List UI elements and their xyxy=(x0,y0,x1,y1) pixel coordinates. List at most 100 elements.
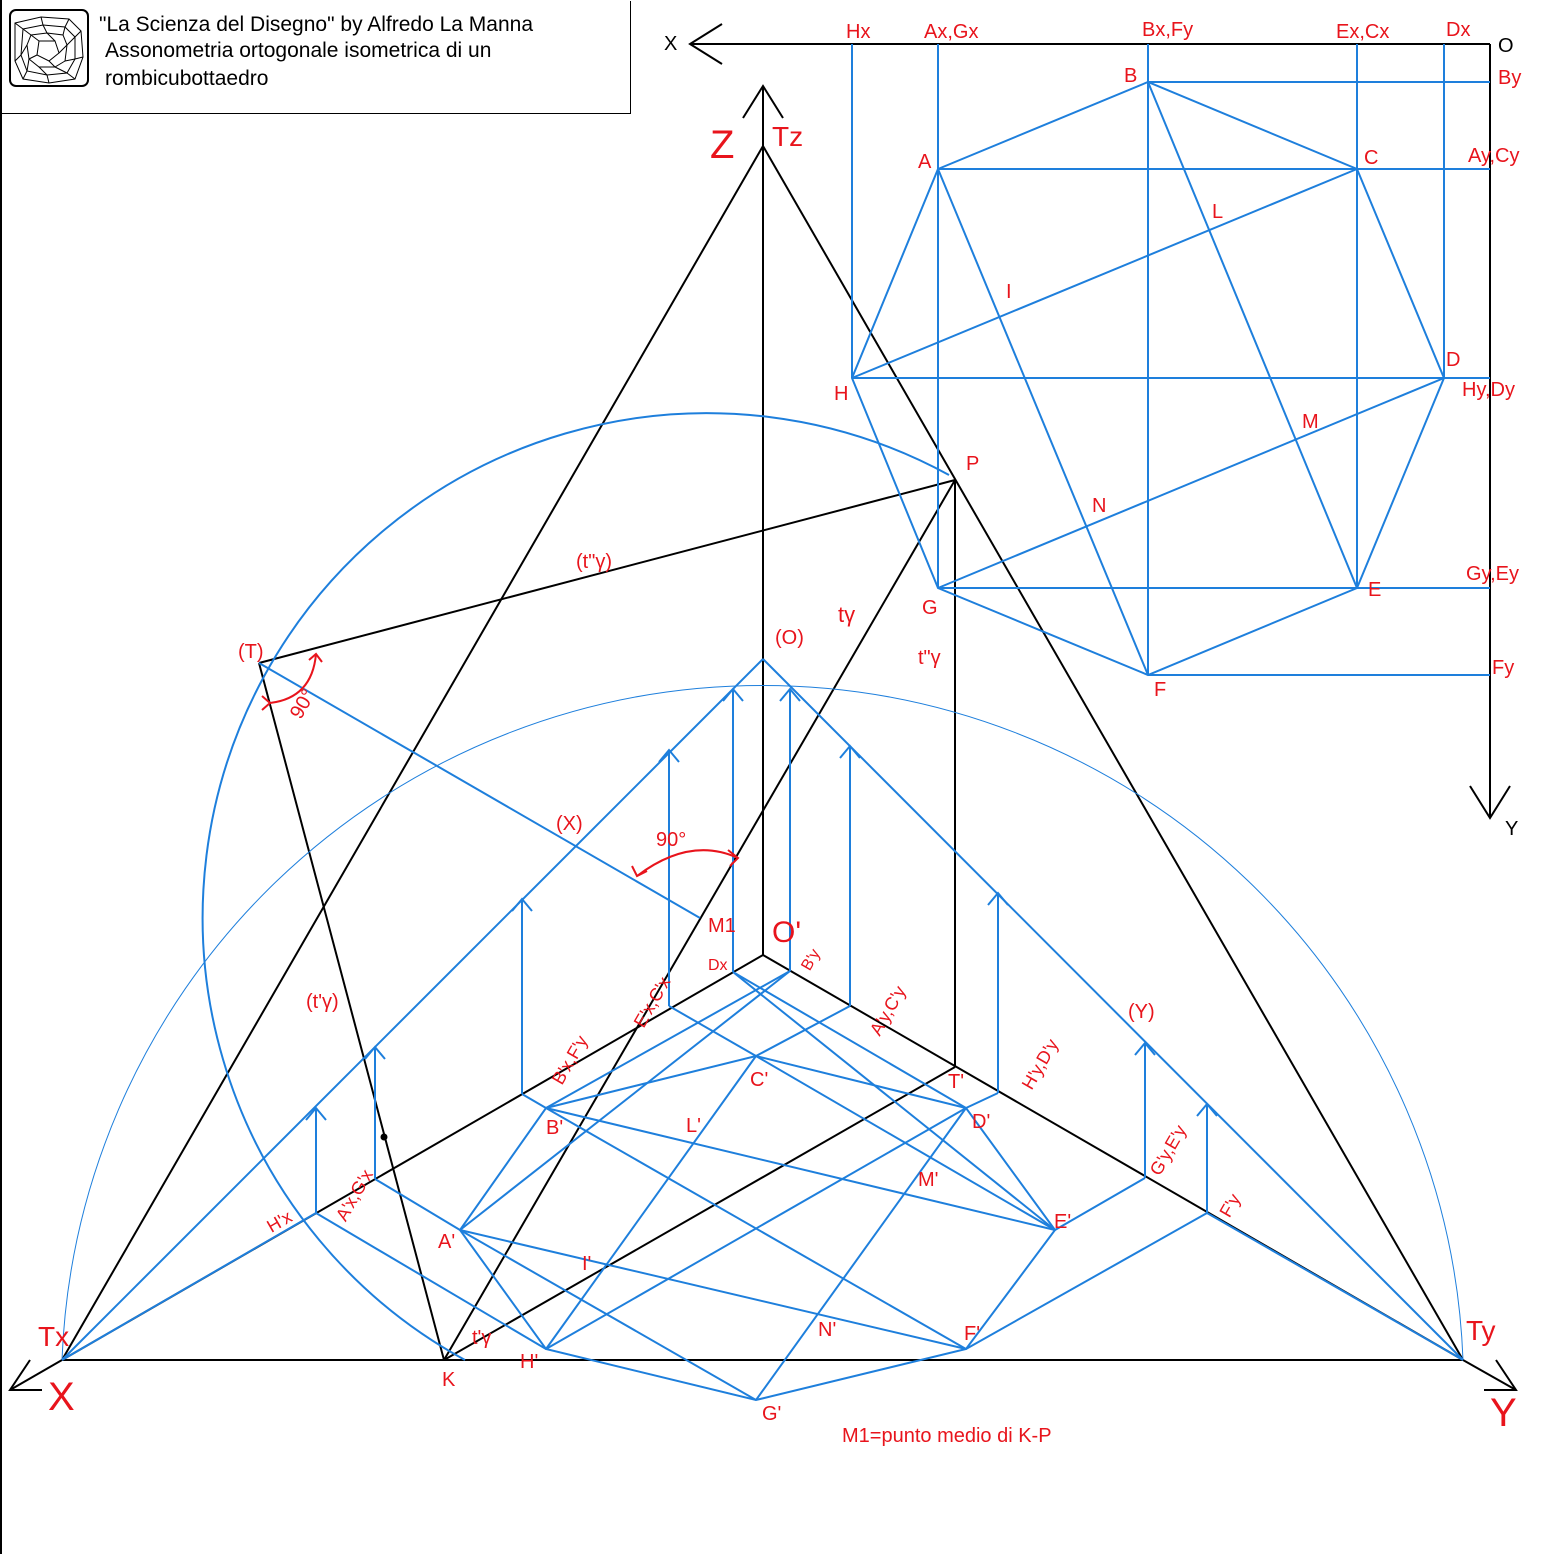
labels-black: X O Y xyxy=(664,33,1518,840)
axono-y-gyey: G'y,E'y xyxy=(1146,1122,1191,1179)
angle-markers xyxy=(261,652,740,878)
plan-col-excx: Ex,Cx xyxy=(1336,21,1389,43)
axono-diagonals xyxy=(459,1055,1056,1401)
point-dot xyxy=(380,1133,388,1141)
plan-vertex-H: H xyxy=(834,383,848,405)
label-t-gamma: tγ xyxy=(838,602,855,627)
plan-row-hydy: Hy,Dy xyxy=(1462,379,1515,401)
label-T: (T) xyxy=(238,641,264,663)
line-K-T-prime xyxy=(443,1066,956,1361)
label-T-prime: T' xyxy=(948,1071,964,1093)
plan-vertex-B: B xyxy=(1124,65,1137,87)
plan-col-hx: Hx xyxy=(846,21,870,43)
label-t1-gamma-paren: (t'γ) xyxy=(306,991,339,1013)
axono-y-aycy: A'y,C'y xyxy=(866,982,910,1038)
plan-mid-N: N xyxy=(1092,495,1106,517)
axono-mid-I: I' xyxy=(582,1253,591,1275)
axono-vertex-D: D' xyxy=(972,1111,990,1133)
plan-col-axgx: Ax,Gx xyxy=(924,21,978,43)
blue-geometry xyxy=(61,44,1490,1402)
axono-mid-N: N' xyxy=(818,1319,836,1341)
axis-x-arrow xyxy=(8,1359,42,1391)
trace-ty-tz xyxy=(762,145,1464,1361)
trace-tx-tz xyxy=(61,145,764,1361)
plan-vertex-D: D xyxy=(1446,349,1460,371)
label-paren-Y: (Y) xyxy=(1128,1001,1155,1023)
projection-lines xyxy=(61,689,1464,1361)
axono-x-excx: E'x,C'x xyxy=(630,973,675,1031)
axis-z-arrow xyxy=(742,84,784,119)
label-P: P xyxy=(966,453,979,475)
label-Z: Z xyxy=(710,123,734,167)
axono-vertex-C: C' xyxy=(750,1069,768,1091)
arrow-ticks xyxy=(305,687,1218,1121)
plan-mid-M: M xyxy=(1302,411,1319,433)
axono-x-hx: H'x xyxy=(263,1207,295,1237)
axis-x-ext xyxy=(9,1359,63,1391)
axono-vertex-E: E' xyxy=(1054,1211,1071,1233)
plan-x-label: X xyxy=(664,33,677,55)
angle-arc-M1 xyxy=(636,849,739,877)
plan-axis-x-arrow xyxy=(688,23,723,65)
arc-circle-T xyxy=(201,412,950,1361)
plan-vertex-A: A xyxy=(918,151,932,173)
axono-mid-M: M' xyxy=(918,1169,938,1191)
plan-y-label: Y xyxy=(1505,818,1518,840)
plan-col-dx: Dx xyxy=(1446,19,1470,41)
line-T-P xyxy=(258,479,956,664)
label-O-prime: O' xyxy=(772,916,801,949)
line-T-K xyxy=(258,662,445,1361)
label-t2-gamma-paren: (t"γ) xyxy=(576,551,612,573)
label-Tz: Tz xyxy=(772,121,803,152)
line-K-P xyxy=(443,479,956,1361)
label-angle-M1: 90° xyxy=(656,829,686,851)
axono-mid-L: L' xyxy=(686,1115,701,1137)
axono-y-by: B'y xyxy=(798,946,824,973)
axis-y-ext xyxy=(1462,1359,1517,1391)
label-angle-T: 90° xyxy=(286,686,320,723)
label-M1: M1 xyxy=(708,915,736,937)
plan-row-by: By xyxy=(1498,67,1521,89)
title-line-3: rombicubottaedro xyxy=(105,67,269,90)
title-line-2: Assonometria ortogonale isometrica di un xyxy=(105,39,492,62)
axono-vertex-B: B' xyxy=(546,1117,563,1139)
axono-dx: Dx xyxy=(708,957,728,974)
line-T-M1 xyxy=(258,662,701,919)
plan-vertex-C: C xyxy=(1364,147,1378,169)
label-X: X xyxy=(48,1375,75,1419)
rabatted-x-axis xyxy=(61,658,764,1361)
axono-x-bxfy: B'x,F'y xyxy=(548,1032,592,1088)
axono-vertex-F: F' xyxy=(964,1323,980,1345)
label-paren-O: (O) xyxy=(775,627,804,649)
axono-x-axgx: A'x,G'x xyxy=(332,1166,377,1224)
plan-o-label: O xyxy=(1498,35,1514,57)
axono-y-hydy: H'y,D'y xyxy=(1018,1036,1063,1093)
label-K: K xyxy=(442,1369,456,1391)
plan-row-gyey: Gy,Ey xyxy=(1466,563,1519,585)
plan-axis-y-arrow xyxy=(1469,785,1511,820)
plan-vertex-E: E xyxy=(1368,579,1381,601)
title-block: "La Scienza del Disegno" by Alfredo La M… xyxy=(1,1,631,114)
rabatted-y-axis xyxy=(762,658,1464,1361)
plan-mid-L: L xyxy=(1212,201,1223,223)
label-paren-X: (X) xyxy=(556,813,583,835)
note-m1: M1=punto medio di K-P xyxy=(842,1425,1052,1447)
label-t2-gamma: t"γ xyxy=(918,647,941,669)
label-t1-gamma: t'γ xyxy=(472,1327,491,1349)
label-Ty: Ty xyxy=(1466,1315,1496,1346)
plan-vertex-F: F xyxy=(1154,679,1166,701)
axis-y-arrow xyxy=(1484,1359,1518,1391)
polyhedron-logo-icon xyxy=(9,9,89,87)
axono-vertex-A: A' xyxy=(438,1231,455,1253)
plan-mid-I: I xyxy=(1006,281,1012,303)
label-Y: Y xyxy=(1490,1391,1517,1435)
axono-y-fy: F'y xyxy=(1216,1190,1245,1220)
labels-red: Z Tz X Y Tx Ty K O' M1 T' (T) (X) (Y) (O… xyxy=(38,19,1521,1447)
plan-view-lines xyxy=(850,44,1490,677)
angle-arc-T xyxy=(269,653,317,704)
title-line-1: "La Scienza del Disegno" by Alfredo La M… xyxy=(99,13,534,36)
axono-vertex-H: H' xyxy=(520,1351,538,1373)
axono-vertex-G: G' xyxy=(762,1403,781,1425)
label-Tx: Tx xyxy=(38,1321,69,1352)
